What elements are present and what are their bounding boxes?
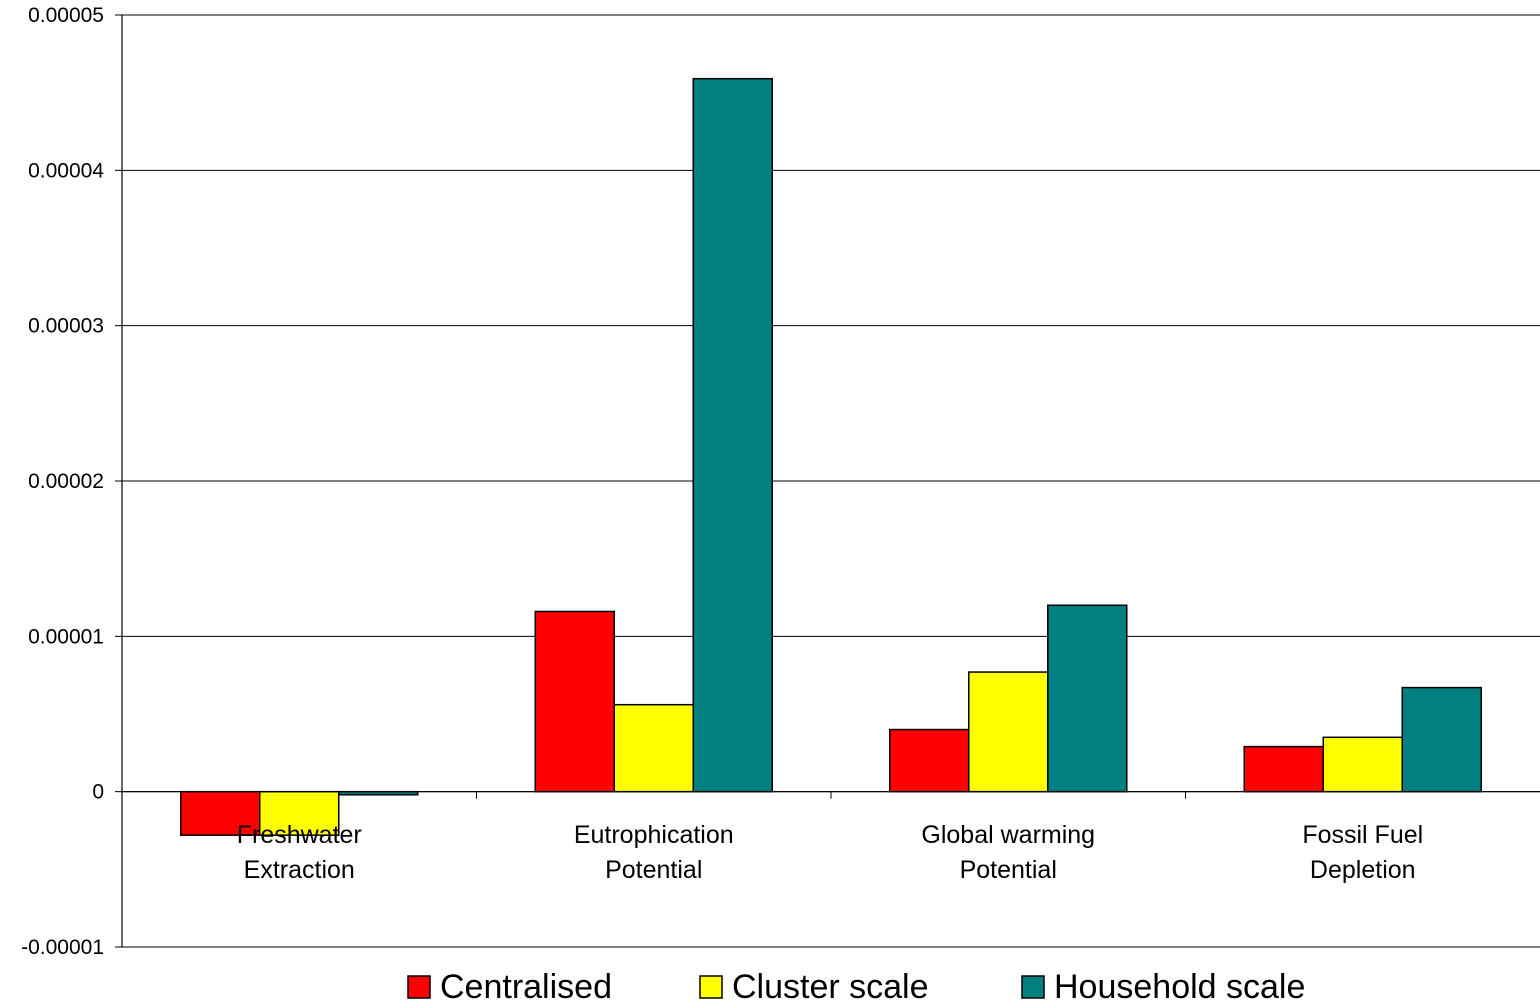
bar-household-scale xyxy=(692,77,773,793)
x-category-label: Depletion xyxy=(1310,856,1416,884)
legend-label: Centralised xyxy=(440,968,612,1006)
x-category-label: Fossil Fuel xyxy=(1302,821,1423,849)
y-tick-label: 0.00005 xyxy=(28,4,104,27)
axes xyxy=(115,14,1540,948)
bar-centralised xyxy=(1243,745,1324,793)
bar-household-scale xyxy=(1047,604,1128,793)
legend-swatch xyxy=(699,975,723,999)
y-tick-label: 0 xyxy=(92,781,104,804)
x-category-label: Potential xyxy=(605,856,702,884)
x-category-label: Freshwater xyxy=(237,821,362,849)
y-tick-label: 0.00004 xyxy=(28,159,104,182)
y-axis-tick-labels: 0.00005 0.00004 0.00003 0.00002 0.00001 0 -0.0… xyxy=(21,4,104,959)
x-category-label: Global warming xyxy=(921,821,1095,849)
bar-cluster-scale xyxy=(613,703,694,793)
legend-label: Household scale xyxy=(1054,968,1305,1006)
bar-centralised xyxy=(889,728,970,793)
legend-swatch xyxy=(1021,975,1045,999)
bar-centralised xyxy=(534,610,615,793)
x-category-label: Eutrophication xyxy=(574,821,734,849)
legend-swatch xyxy=(407,975,431,999)
bar-household-scale xyxy=(1401,686,1482,793)
y-tick-label: 0.00002 xyxy=(28,470,104,493)
y-tick-label: 0.00003 xyxy=(28,315,104,338)
y-tick-label: -0.00001 xyxy=(21,936,104,959)
x-category-label: Potential xyxy=(960,856,1057,884)
x-axis-category-labels: Freshwater Extraction Eutrophication Potent… xyxy=(237,821,1423,884)
bar-cluster-scale xyxy=(259,790,340,836)
bar-cluster-scale xyxy=(1322,736,1403,793)
bar-centralised xyxy=(180,790,261,836)
bar-cluster-scale xyxy=(968,671,1049,793)
bars xyxy=(180,77,1482,836)
y-tick-label: 0.00001 xyxy=(28,625,104,648)
legend-label: Cluster scale xyxy=(732,968,929,1006)
legend: Centralised Cluster scale Household scale xyxy=(407,968,1305,1006)
x-category-label: Extraction xyxy=(244,856,355,884)
